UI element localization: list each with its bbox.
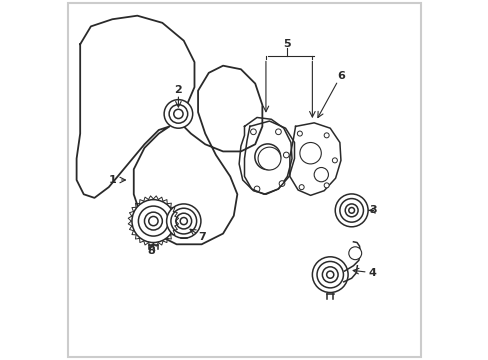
Circle shape (148, 216, 158, 226)
Circle shape (299, 143, 321, 164)
Circle shape (164, 100, 192, 128)
Text: 5: 5 (283, 39, 290, 49)
Circle shape (326, 271, 333, 278)
Text: 8: 8 (147, 247, 155, 256)
Circle shape (173, 109, 183, 118)
Circle shape (297, 131, 302, 136)
Circle shape (332, 158, 337, 163)
Circle shape (339, 199, 363, 222)
Circle shape (180, 217, 187, 225)
Circle shape (138, 206, 168, 236)
Circle shape (132, 200, 175, 243)
Circle shape (324, 133, 328, 138)
Circle shape (169, 105, 187, 123)
Circle shape (279, 181, 285, 186)
Circle shape (283, 152, 288, 158)
Circle shape (254, 186, 259, 192)
Circle shape (312, 257, 347, 293)
Circle shape (176, 213, 191, 229)
Circle shape (322, 267, 337, 283)
Circle shape (254, 144, 280, 170)
Circle shape (299, 185, 304, 190)
Circle shape (335, 194, 367, 227)
Circle shape (275, 129, 281, 135)
Circle shape (258, 147, 281, 170)
Text: 2: 2 (174, 85, 182, 95)
Text: 6: 6 (336, 71, 344, 81)
Text: 3: 3 (368, 205, 376, 215)
Circle shape (348, 247, 361, 260)
Circle shape (324, 183, 328, 188)
Circle shape (316, 261, 343, 288)
Circle shape (260, 150, 274, 164)
Text: 7: 7 (197, 232, 205, 242)
Circle shape (144, 212, 162, 230)
Circle shape (171, 208, 196, 234)
Text: 4: 4 (367, 268, 376, 278)
Circle shape (250, 129, 256, 135)
Circle shape (313, 167, 328, 182)
Circle shape (166, 204, 201, 238)
Circle shape (345, 204, 357, 217)
Circle shape (348, 207, 354, 213)
Text: 1: 1 (109, 175, 117, 185)
